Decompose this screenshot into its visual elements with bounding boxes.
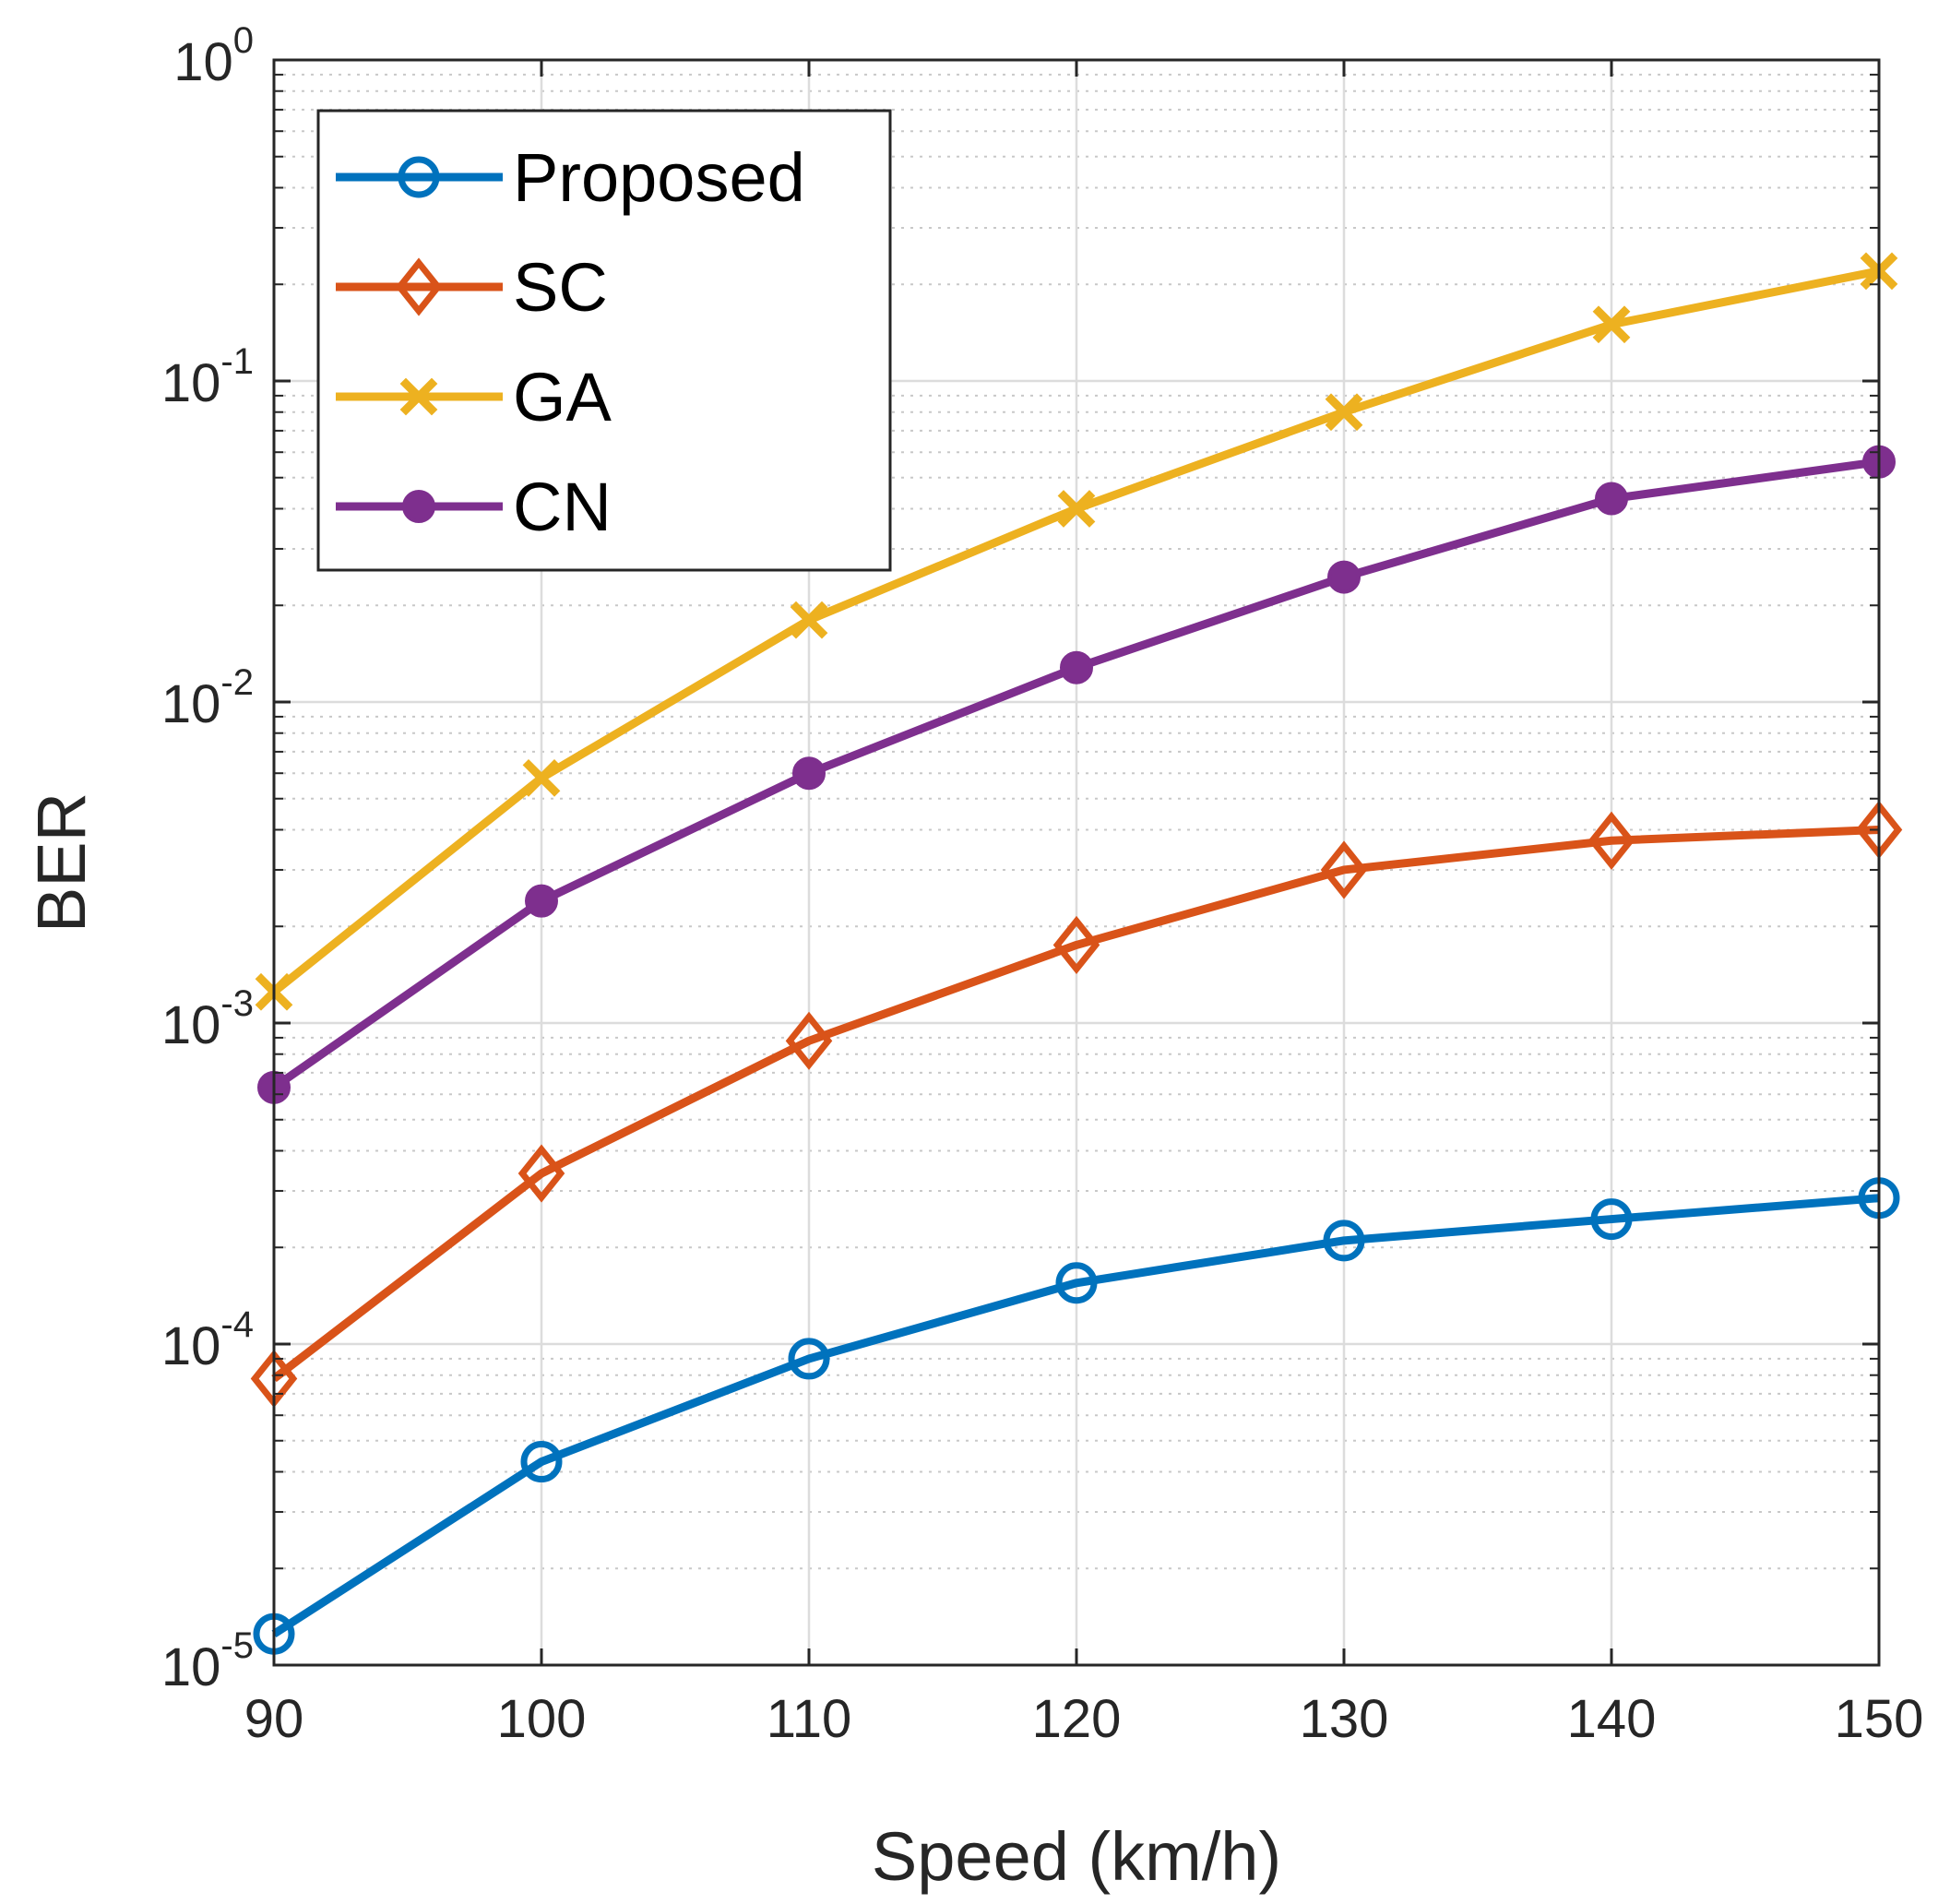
x-tick-label: 140 bbox=[1567, 1689, 1657, 1749]
data-point-cn bbox=[1327, 560, 1361, 594]
legend-marker-cn bbox=[402, 490, 435, 523]
y-tick-label: 10-4 bbox=[161, 1304, 254, 1376]
y-axis-title: BER bbox=[23, 792, 100, 933]
data-point-proposed bbox=[1590, 1198, 1633, 1241]
data-point-proposed bbox=[520, 1441, 563, 1483]
series-ga bbox=[255, 252, 1898, 1011]
data-point-cn bbox=[1595, 482, 1628, 516]
y-tick-label: 10-5 bbox=[161, 1625, 254, 1697]
data-point-proposed bbox=[788, 1338, 830, 1380]
data-point-cn bbox=[525, 884, 558, 918]
series-line-proposed bbox=[271, 1194, 1880, 1638]
legend-label-ga: GA bbox=[513, 359, 612, 435]
x-tick-label: 130 bbox=[1300, 1689, 1389, 1749]
legend-entry-sc: SC bbox=[336, 249, 608, 326]
series-layer bbox=[250, 252, 1903, 1655]
data-point-ga bbox=[522, 758, 561, 797]
x-tick-label: 150 bbox=[1835, 1689, 1924, 1749]
series-line-sc bbox=[271, 825, 1880, 1383]
legend-label-sc: SC bbox=[513, 249, 608, 326]
data-point-proposed bbox=[1323, 1220, 1365, 1262]
data-point-sc bbox=[1052, 915, 1100, 975]
legend-label-cn: CN bbox=[513, 469, 612, 545]
data-point-sc bbox=[1320, 840, 1368, 899]
x-tick-label: 120 bbox=[1032, 1689, 1122, 1749]
series-sc bbox=[250, 800, 1903, 1409]
y-tick-label: 100 bbox=[173, 20, 254, 92]
legend-marker-proposed bbox=[398, 156, 440, 198]
data-point-sc bbox=[517, 1144, 565, 1203]
data-point-ga bbox=[1057, 490, 1096, 528]
data-point-ga bbox=[1325, 393, 1363, 432]
data-point-sc bbox=[1587, 811, 1635, 870]
x-axis-title: Speed (km/h) bbox=[872, 1818, 1281, 1895]
legend-entry-proposed: Proposed bbox=[336, 139, 805, 216]
y-tick-label: 10-2 bbox=[161, 662, 254, 734]
x-tick-label: 110 bbox=[767, 1689, 851, 1749]
legend-entry-ga: GA bbox=[336, 359, 612, 435]
legend-entry-cn: CN bbox=[336, 469, 612, 545]
x-tick-label: 100 bbox=[497, 1689, 587, 1749]
data-point-ga bbox=[790, 601, 828, 639]
data-point-cn bbox=[1060, 650, 1093, 684]
legend-marker-ga bbox=[399, 377, 438, 416]
data-point-sc bbox=[785, 1011, 833, 1070]
data-point-cn bbox=[792, 756, 826, 791]
y-tick-label: 10-1 bbox=[161, 341, 254, 413]
x-tick-labels: 90 100 110 120 130 140 150 bbox=[244, 1689, 1924, 1749]
legend: Proposed SC GA CN bbox=[316, 109, 892, 572]
data-point-ga bbox=[1592, 305, 1631, 344]
data-point-proposed bbox=[1055, 1262, 1098, 1304]
legend-label-proposed: Proposed bbox=[513, 139, 805, 216]
axis-ticks bbox=[272, 58, 1881, 1667]
series-cn bbox=[257, 445, 1896, 1104]
x-tick-label: 90 bbox=[244, 1689, 304, 1749]
legend-marker-sc bbox=[395, 257, 443, 316]
y-tick-labels: 100 10-1 10-2 10-3 10-4 10-5 bbox=[161, 20, 254, 1697]
y-tick-label: 10-3 bbox=[161, 983, 254, 1055]
